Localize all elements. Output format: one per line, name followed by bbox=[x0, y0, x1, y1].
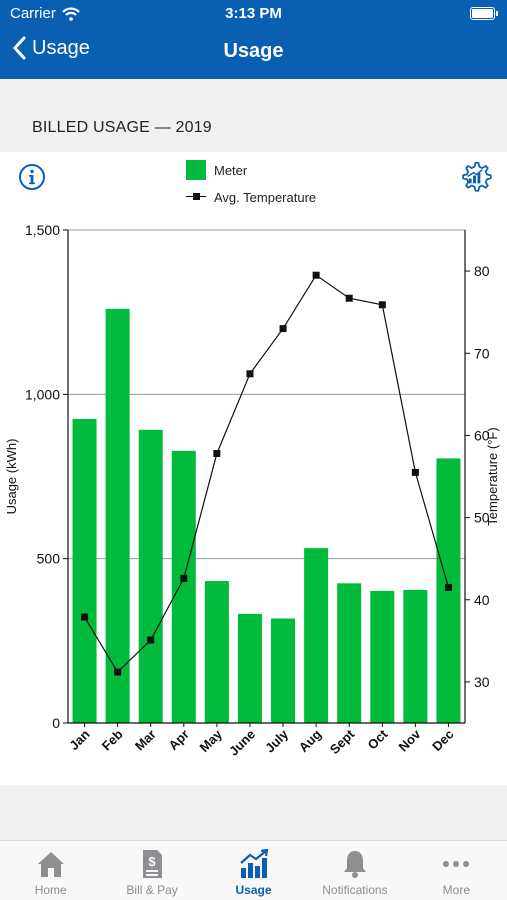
tab-usage[interactable]: Usage bbox=[203, 841, 304, 900]
bar-jan bbox=[72, 418, 97, 723]
x-axis-tick-label: July bbox=[262, 726, 292, 756]
bar-feb bbox=[105, 308, 130, 723]
x-axis-tick-label: Feb bbox=[99, 726, 126, 753]
x-axis-tick-label: Jan bbox=[66, 726, 92, 752]
legend-item-meter[interactable]: Meter bbox=[186, 158, 316, 182]
chevron-left-icon bbox=[13, 36, 26, 60]
temperature-point-sept bbox=[345, 294, 353, 302]
footer-band bbox=[0, 785, 507, 840]
x-axis-tick-label: Apr bbox=[165, 727, 191, 753]
bar-july bbox=[271, 618, 296, 723]
right-axis-title: Temperature (°F) bbox=[485, 427, 500, 525]
nav-bar: Usage Usage bbox=[0, 30, 507, 74]
x-axis-tick-label: Sept bbox=[327, 726, 358, 757]
app-header: Carrier 3:13 PM Usage Usage bbox=[0, 0, 507, 79]
left-axis-tick-label: 1,000 bbox=[25, 386, 60, 402]
tab-label-usage: Usage bbox=[235, 883, 272, 897]
usage-chart: 0 500 1,000 1,500 30 40 50 60 70 80 Jan Feb Mar Apr Ma… bbox=[4, 222, 500, 759]
section-band: BILLED USAGE — 2019 bbox=[0, 79, 507, 152]
tab-bar: Home $ Bill & Pay Usage Notifications bbox=[0, 840, 507, 900]
left-axis-title: Usage (kWh) bbox=[4, 439, 19, 515]
tab-label-bill-pay: Bill & Pay bbox=[126, 883, 178, 897]
tab-label-notifications: Notifications bbox=[322, 883, 388, 897]
right-axis-tick-label: 80 bbox=[474, 263, 490, 279]
carrier-label: Carrier bbox=[10, 5, 56, 22]
x-axis-tick-label: Mar bbox=[132, 727, 159, 754]
legend-label-temperature: Avg. Temperature bbox=[214, 189, 317, 205]
usage-chart-icon bbox=[239, 849, 268, 878]
temperature-line bbox=[84, 274, 450, 674]
svg-text:$: $ bbox=[148, 854, 156, 869]
bar-may bbox=[204, 581, 229, 723]
right-axis-tick-label: 70 bbox=[474, 345, 490, 361]
temperature-point-may bbox=[213, 449, 221, 457]
section-title: BILLED USAGE — 2019 bbox=[32, 119, 212, 136]
temperature-point-jan bbox=[81, 613, 89, 621]
page-title: Usage bbox=[223, 40, 284, 62]
temperature-point-nov bbox=[411, 468, 419, 476]
tab-more[interactable]: More bbox=[406, 841, 507, 900]
temperature-point-july bbox=[279, 325, 287, 333]
x-axis-tick-label: June bbox=[226, 727, 258, 759]
status-bar: Carrier 3:13 PM bbox=[0, 0, 507, 28]
chart-legend: Meter Avg. Temperature bbox=[186, 158, 316, 212]
bill-icon: $ bbox=[143, 850, 163, 878]
bar-oct bbox=[370, 590, 395, 723]
temperature-point-aug bbox=[312, 271, 320, 279]
tab-notifications[interactable]: Notifications bbox=[304, 841, 405, 900]
x-axis-tick-label: Aug bbox=[296, 726, 325, 755]
temperature-point-oct bbox=[378, 301, 386, 309]
right-axis-tick-label: 40 bbox=[474, 592, 490, 608]
temperature-point-feb bbox=[114, 668, 122, 676]
carrier-info: Carrier bbox=[10, 5, 80, 22]
tab-home[interactable]: Home bbox=[0, 841, 101, 900]
status-time: 3:13 PM bbox=[225, 5, 282, 22]
chart-settings-icon[interactable] bbox=[458, 160, 493, 195]
left-axis-tick-label: 500 bbox=[37, 551, 61, 567]
home-icon bbox=[37, 852, 64, 877]
back-label: Usage bbox=[32, 36, 90, 59]
bar-nov bbox=[403, 589, 428, 723]
temperature-point-dec bbox=[444, 583, 452, 591]
back-button[interactable]: Usage bbox=[12, 36, 90, 60]
x-axis-tick-label: May bbox=[197, 726, 226, 755]
x-axis-tick-label: Dec bbox=[429, 727, 456, 754]
bell-icon bbox=[343, 851, 366, 878]
legend-label-meter: Meter bbox=[214, 162, 248, 178]
left-axis-tick-label: 1,500 bbox=[25, 222, 60, 238]
more-icon bbox=[443, 861, 470, 867]
temperature-point-mar bbox=[147, 636, 155, 644]
temperature-point-june bbox=[246, 370, 254, 378]
bar-june bbox=[237, 613, 262, 723]
right-axis-tick-label: 30 bbox=[474, 674, 490, 690]
right-axis-tick-label: 60 bbox=[474, 427, 490, 443]
tab-label-more: More bbox=[442, 883, 470, 897]
bar-sept bbox=[337, 583, 362, 723]
legend-item-temperature[interactable]: Avg. Temperature bbox=[186, 185, 316, 209]
left-axis-tick-label: 0 bbox=[52, 715, 60, 731]
bar-aug bbox=[304, 548, 329, 723]
x-axis-tick-label: Nov bbox=[396, 726, 425, 755]
wifi-icon bbox=[62, 7, 80, 21]
bar-apr bbox=[171, 450, 196, 723]
temperature-point-apr bbox=[180, 574, 188, 582]
bar-mar bbox=[138, 429, 163, 723]
legend-swatch-meter bbox=[186, 160, 206, 180]
legend-swatch-temperature bbox=[186, 187, 206, 207]
right-axis-tick-label: 50 bbox=[474, 510, 490, 526]
x-axis-tick-label: Oct bbox=[364, 726, 390, 752]
battery-icon bbox=[470, 7, 498, 20]
tab-bill-pay[interactable]: $ Bill & Pay bbox=[101, 841, 202, 900]
info-icon[interactable] bbox=[18, 163, 46, 191]
tab-label-home: Home bbox=[34, 883, 67, 897]
